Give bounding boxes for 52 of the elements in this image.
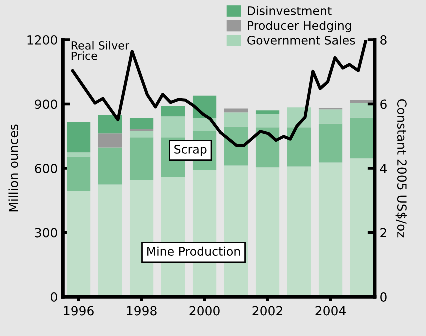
y2-axis-title: Constant 2005 US$/oz [396, 100, 408, 238]
y2-tick-label: 4 [380, 164, 387, 174]
bar [66, 156, 91, 191]
bar [66, 152, 91, 157]
x-tick-label: 2004 [316, 306, 346, 316]
y2-tick-label: 2 [380, 228, 386, 238]
bar [256, 128, 280, 168]
bar [98, 184, 122, 298]
bar [350, 100, 374, 103]
x-tick-label: 1998 [127, 306, 157, 316]
bar [66, 122, 91, 153]
y-axis-title: Million ounces [8, 124, 18, 212]
bar [66, 190, 91, 298]
series-label: Real Silver Price [72, 41, 130, 60]
bar [350, 102, 374, 118]
x-tick-label: 1996 [64, 306, 94, 316]
bar [350, 158, 374, 298]
bar [98, 114, 122, 134]
legend-label: Disinvestment [248, 6, 332, 16]
bar [318, 124, 343, 163]
bar [224, 126, 248, 166]
bar [224, 108, 248, 113]
bar [318, 162, 343, 298]
legend-label: Producer Hedging [248, 21, 352, 32]
legend-label: Government Sales [248, 36, 356, 45]
bar [256, 168, 280, 298]
bar [130, 138, 154, 180]
y-tick-label: 600 [35, 164, 58, 174]
bar [256, 110, 280, 115]
y2-tick-label: 8 [380, 35, 387, 45]
series-label: Scrap [174, 145, 207, 156]
y-tick-label: 1200 [28, 35, 58, 45]
bar [318, 110, 343, 124]
y-tick-label: 900 [35, 100, 58, 110]
y-tick-label: 0 [51, 292, 58, 302]
x-tick-label: 2000 [190, 306, 220, 316]
bar [350, 118, 374, 159]
bar [256, 114, 280, 128]
y2-tick-label: 6 [380, 100, 387, 110]
bar [287, 166, 312, 298]
series-label: Mine Production [148, 246, 240, 256]
bar [161, 106, 186, 117]
bar [130, 131, 154, 138]
bar [161, 116, 186, 138]
y-tick-label: 300 [35, 228, 58, 238]
bar [130, 118, 154, 130]
bar [98, 148, 122, 185]
bar [224, 112, 248, 127]
bar [287, 128, 312, 167]
y2-tick-label: 0 [380, 292, 387, 302]
bar [98, 134, 122, 148]
x-tick-label: 2002 [252, 306, 282, 316]
